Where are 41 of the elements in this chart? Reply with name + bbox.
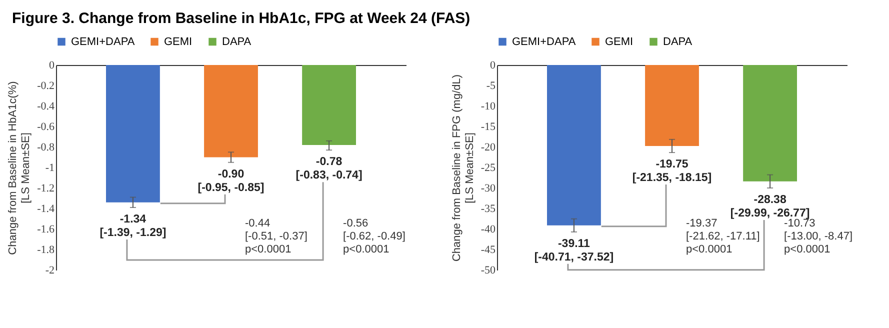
y-tick-label: -1 (45, 162, 54, 174)
data-label: -0.78 [-0.83, -0.74] (296, 156, 362, 182)
y-tick-label: -0.8 (37, 142, 55, 154)
y-tick-label: -0.6 (37, 121, 55, 133)
y-axis-title: Change from Baseline in FPG (mg/dL) [LS Mean±SE] (450, 74, 476, 262)
y-tick-label: 0 (490, 60, 496, 72)
y-tick-label: -1.6 (37, 224, 55, 236)
legend-label: GEMI+DAPA (512, 36, 576, 48)
data-label: -19.75 [-21.35, -18.15] (632, 158, 712, 184)
annotation: -19.37 [-21.62, -17.11] p<0.0001 (686, 218, 760, 256)
y-tick-label: 0 (49, 60, 55, 72)
y-tick-label: -25 (480, 162, 496, 174)
annotation: -0.56 [-0.62, -0.49] p<0.0001 (343, 218, 406, 256)
legend-label: GEMI (605, 36, 634, 48)
data-label: -28.38 [-29.99, -26.77] (730, 194, 810, 220)
data-label: -39.11 [-40.71, -37.52] (534, 238, 614, 264)
y-tick-label: -40 (480, 224, 496, 236)
legend-label: GEMI (164, 36, 192, 48)
y-tick-label: -30 (480, 182, 496, 194)
y-tick-label: -2 (45, 264, 54, 276)
data-label: -0.90 [-0.95, -0.85] (198, 168, 264, 194)
legend-label: GEMI+DAPA (71, 36, 136, 48)
legend-label: DAPA (663, 36, 693, 48)
y-axis-title: Change from Baseline in HbA1c(%) [LS Mean±SE] (7, 81, 32, 255)
y-tick-label: -1.2 (37, 182, 54, 194)
y-tick-label: -1.8 (37, 244, 55, 256)
y-tick-label: -0.2 (37, 80, 54, 92)
y-tick-label: -45 (480, 244, 496, 256)
annotation: -10.73 [-13.00, -8.47] p<0.0001 (784, 218, 853, 256)
y-tick-label: -0.4 (37, 100, 55, 112)
y-tick-label: -35 (480, 203, 496, 215)
y-tick-label: -5 (486, 80, 496, 92)
y-tick-label: -15 (480, 121, 496, 133)
y-tick-label: -50 (480, 264, 496, 276)
y-tick-label: -20 (480, 142, 496, 154)
chart-title: Figure 3. Change from Baseline in HbA1c, FPG at Week 24 (FAS) (11, 9, 472, 29)
y-tick-label: -10 (480, 100, 496, 112)
y-tick-label: -1.4 (37, 203, 55, 215)
legend-label: DAPA (222, 36, 252, 48)
data-label: -1.34 [-1.39, -1.29] (100, 213, 166, 239)
annotation: -0.44 [-0.51, -0.37] p<0.0001 (245, 218, 308, 256)
